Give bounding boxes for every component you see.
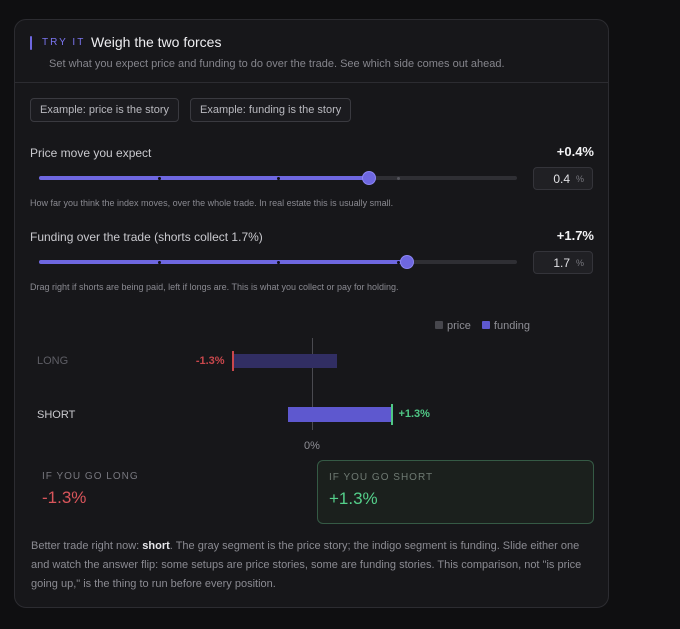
long-result-panel: IF YOU GO LONG -1.3%	[31, 460, 303, 524]
percent-unit: %	[575, 174, 584, 184]
legend-funding: funding	[493, 320, 530, 332]
price-value-display: +0.4%	[556, 144, 594, 159]
short-result-caption: IF YOU GO SHORT	[329, 472, 434, 483]
card-header: TRY IT Weigh the two forces Set what you…	[15, 20, 608, 83]
short-result-value: +1.3%	[329, 489, 378, 508]
slider-tick	[277, 260, 280, 264]
total-marker-long	[231, 351, 234, 371]
price-slider-thumb[interactable]	[361, 171, 376, 185]
short-result-panel: IF YOU GO SHORT +1.3%	[317, 460, 594, 524]
funding-value-display: +1.7%	[556, 228, 594, 243]
zero-axis-label: 0%	[304, 440, 320, 452]
zero-axis-line	[312, 338, 313, 430]
card-subtitle: Set what you expect price and funding to…	[49, 58, 505, 70]
example-price-button[interactable]: Example: price is the story	[30, 98, 179, 122]
funding-input[interactable]: 1.7 %	[533, 251, 593, 274]
slider-tick	[396, 260, 400, 264]
funding-hint: Drag right if shorts are being paid, lef…	[30, 282, 399, 292]
explanation-lead: Better trade right now:	[31, 540, 143, 552]
try-it-card: TRY IT Weigh the two forces Set what you…	[14, 19, 609, 608]
legend-price: price	[447, 320, 471, 332]
price-slider-label: Price move you expect	[30, 146, 152, 160]
funding-slider[interactable]	[39, 255, 517, 269]
funding-swatch	[481, 321, 490, 330]
price-slider[interactable]	[39, 171, 517, 185]
chart-legend: price funding	[435, 319, 530, 333]
price-hint: How far you think the index moves, over …	[30, 198, 394, 208]
price-slider-fill	[39, 176, 369, 180]
funding-bar-short	[287, 407, 393, 422]
total-label-long: -1.3%	[195, 355, 225, 367]
slider-tick	[277, 176, 280, 180]
slider-tick	[157, 260, 161, 264]
eyebrow-label: TRY IT	[42, 37, 86, 48]
total-label-short: +1.3%	[398, 408, 430, 420]
percent-unit: %	[575, 258, 584, 268]
funding-input-value: 1.7	[553, 256, 570, 270]
funding-slider-label: Funding over the trade (shorts collect 1…	[30, 230, 263, 244]
short-row-label: SHORT	[37, 409, 76, 421]
long-result-caption: IF YOU GO LONG	[42, 471, 139, 482]
price-bar-short	[287, 407, 313, 422]
explanation-rest: . The gray segment is the price story; t…	[31, 540, 582, 590]
long-result-value: -1.3%	[42, 488, 87, 507]
explanation-text: Better trade right now: short. The gray …	[31, 537, 593, 594]
better-side: short	[142, 540, 170, 552]
total-marker-short	[391, 404, 394, 425]
price-input[interactable]: 0.4 %	[533, 167, 593, 190]
card-title: Weigh the two forces	[91, 34, 222, 50]
funding-bar-long	[232, 354, 338, 368]
price-swatch	[435, 321, 443, 330]
example-funding-button[interactable]: Example: funding is the story	[190, 98, 352, 122]
price-input-value: 0.4	[553, 172, 570, 186]
price-bar-long	[312, 354, 338, 368]
slider-tick	[396, 176, 400, 180]
slider-tick	[157, 176, 161, 180]
funding-slider-thumb[interactable]	[400, 255, 415, 269]
long-row-label: LONG	[37, 355, 69, 367]
accent-bar	[30, 36, 32, 50]
funding-slider-fill	[39, 260, 408, 264]
